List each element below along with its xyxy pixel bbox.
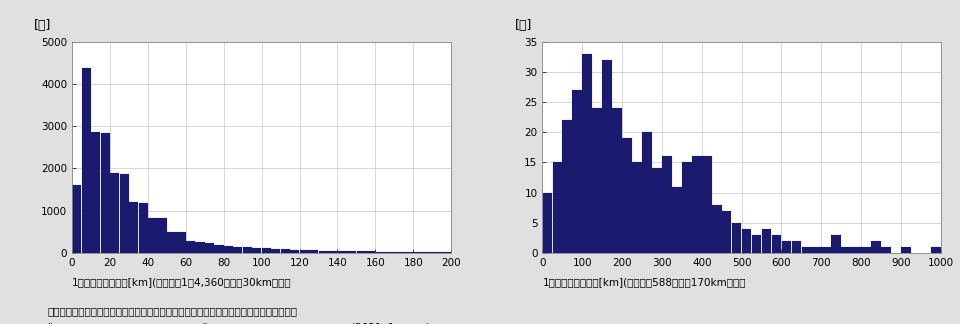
Bar xyxy=(712,204,722,253)
Bar xyxy=(901,247,911,253)
Bar xyxy=(622,138,632,253)
Bar xyxy=(672,187,682,253)
Bar xyxy=(702,156,711,253)
Bar xyxy=(101,133,109,253)
Bar xyxy=(822,247,831,253)
Bar xyxy=(214,245,224,253)
Bar xyxy=(91,132,100,253)
Bar xyxy=(772,235,781,253)
Bar xyxy=(423,252,432,253)
Text: 1日の走行距離分布[km](乗用車：1万4,360台、絀30km／日）: 1日の走行距離分布[km](乗用車：1万4,360台、絀30km／日） xyxy=(72,277,292,287)
Bar xyxy=(404,252,413,253)
Bar xyxy=(572,90,582,253)
Bar xyxy=(612,108,622,253)
Bar xyxy=(841,247,851,253)
Bar xyxy=(432,252,442,253)
Bar xyxy=(148,218,157,253)
Bar xyxy=(802,247,811,253)
Bar xyxy=(138,203,148,253)
Bar xyxy=(252,248,261,253)
Bar xyxy=(861,247,871,253)
Bar xyxy=(309,250,319,253)
Bar xyxy=(366,251,375,253)
Bar xyxy=(72,185,82,253)
Bar xyxy=(722,211,732,253)
Bar xyxy=(642,133,652,253)
Bar xyxy=(157,218,167,253)
Bar xyxy=(931,247,941,253)
Bar xyxy=(781,241,791,253)
Bar xyxy=(442,252,451,253)
Bar xyxy=(792,241,802,253)
Bar xyxy=(110,173,119,253)
Bar xyxy=(542,192,552,253)
Bar xyxy=(204,243,214,253)
Bar xyxy=(233,247,243,253)
Bar xyxy=(375,251,385,253)
Bar xyxy=(348,251,356,253)
Bar xyxy=(872,241,881,253)
Bar xyxy=(881,247,891,253)
Bar xyxy=(583,54,592,253)
Bar xyxy=(385,252,395,253)
Bar xyxy=(752,235,761,253)
Bar xyxy=(592,108,602,253)
Bar xyxy=(280,249,290,253)
Bar xyxy=(553,162,563,253)
Text: [台]: [台] xyxy=(515,18,532,32)
Text: "事業用車両の電動化ポテンシャルとその影響について"　エネルギーシステム・絏済・環境コンファレンス(2021年1月発表予定): "事業用車両の電動化ポテンシャルとその影響について" エネルギーシステム・絏済・… xyxy=(48,322,430,324)
Bar xyxy=(633,162,642,253)
Text: [台]: [台] xyxy=(34,18,52,32)
Bar xyxy=(196,242,204,253)
Bar xyxy=(356,251,366,253)
Bar xyxy=(262,248,271,253)
Bar xyxy=(852,247,861,253)
Bar xyxy=(692,156,702,253)
Bar xyxy=(563,120,572,253)
Bar xyxy=(338,251,347,253)
Bar xyxy=(652,168,661,253)
Bar xyxy=(742,229,752,253)
Text: 1日の走行距離分布[km](貨物車：588台、約170km／日）: 1日の走行距離分布[km](貨物車：588台、約170km／日） xyxy=(542,277,746,287)
Bar xyxy=(167,232,176,253)
Bar xyxy=(761,229,771,253)
Bar xyxy=(831,235,841,253)
Bar xyxy=(82,68,91,253)
Bar xyxy=(662,156,672,253)
Bar xyxy=(602,60,612,253)
Bar xyxy=(395,252,403,253)
Bar xyxy=(272,249,280,253)
Bar xyxy=(177,232,185,253)
Bar xyxy=(682,162,691,253)
Bar xyxy=(732,223,741,253)
Bar xyxy=(811,247,821,253)
Bar xyxy=(328,251,337,253)
Bar xyxy=(290,250,300,253)
Bar xyxy=(224,246,233,253)
Text: 上田・太田・岩田・下田（大阪大学大学院工学研究科モビリティシステム共同研究講座）: 上田・太田・岩田・下田（大阪大学大学院工学研究科モビリティシステム共同研究講座） xyxy=(48,306,298,316)
Bar xyxy=(414,252,422,253)
Bar xyxy=(186,241,195,253)
Bar xyxy=(243,247,252,253)
Bar xyxy=(319,251,327,253)
Bar xyxy=(120,174,129,253)
Bar xyxy=(300,250,309,253)
Bar xyxy=(129,202,138,253)
